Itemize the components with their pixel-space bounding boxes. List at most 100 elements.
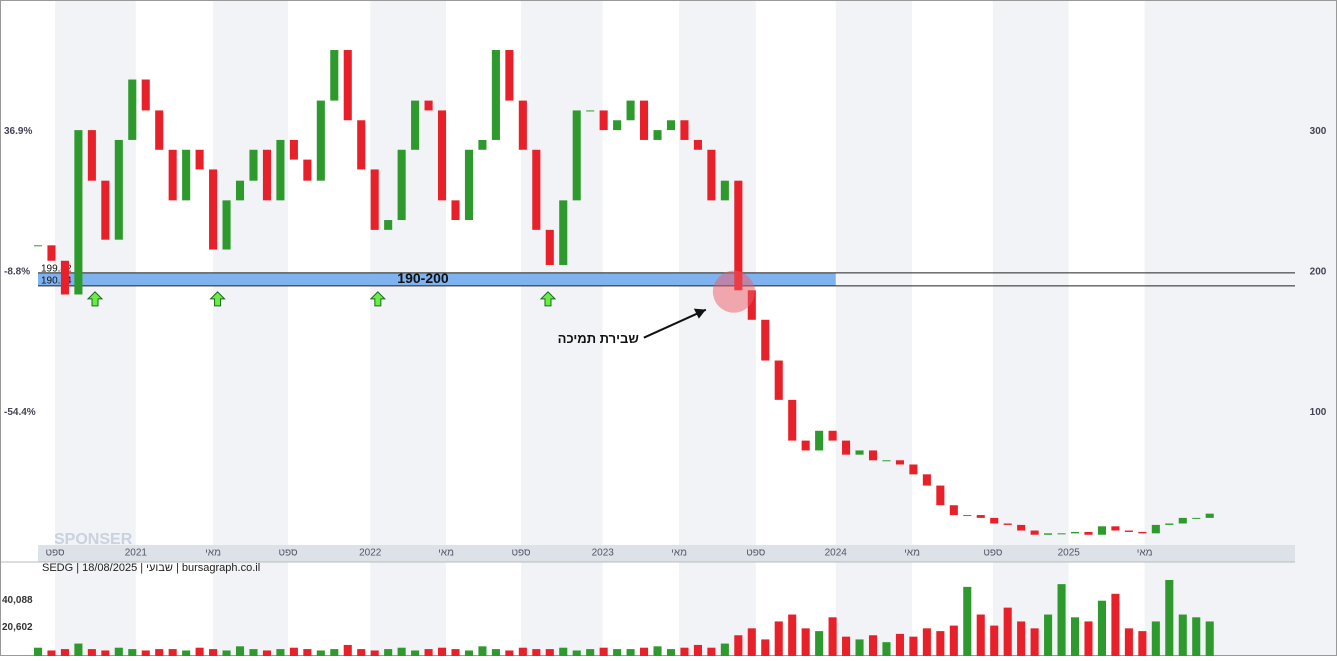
x-tick-label: מאי	[904, 548, 920, 559]
volume-tick-label: 20,602	[2, 622, 33, 633]
arrow-head	[693, 308, 706, 319]
volume-bar	[815, 631, 824, 656]
support-arrow	[539, 291, 557, 307]
volume-bar	[60, 649, 69, 656]
volume-bar	[276, 649, 285, 656]
volume-bar	[1070, 617, 1080, 656]
x-tick-label: מאי	[1137, 548, 1153, 559]
candle	[532, 149, 541, 230]
volume-bar	[424, 649, 433, 656]
volume-bar	[855, 639, 864, 656]
volume-bar	[963, 586, 972, 656]
candle	[640, 100, 649, 140]
x-tick-label: 2023	[592, 548, 615, 559]
candle	[1057, 533, 1066, 535]
candle	[182, 149, 191, 201]
volume-bar	[1044, 614, 1053, 656]
volume-bar	[532, 649, 541, 656]
candle	[1151, 524, 1160, 534]
x-tick-label: מאי	[205, 548, 221, 559]
support-arrow	[86, 291, 104, 307]
zone-high-label: 199.42	[41, 263, 72, 274]
candle	[990, 517, 999, 524]
volume-bar	[693, 644, 702, 656]
volume-bar	[141, 650, 150, 656]
volume-bar	[747, 628, 756, 656]
candle	[842, 440, 851, 455]
candle	[666, 120, 676, 131]
candle	[128, 79, 137, 140]
candle	[451, 200, 460, 221]
candle	[343, 50, 352, 121]
candle	[734, 180, 743, 291]
candle	[397, 149, 406, 221]
candle	[909, 464, 918, 475]
candle	[209, 169, 218, 250]
watermark: SPONSER	[54, 531, 133, 548]
y-tick-label-left: 36.9%	[4, 126, 32, 137]
candle	[222, 200, 231, 250]
candle	[330, 50, 339, 101]
candle	[1124, 530, 1133, 532]
candle	[1084, 531, 1093, 535]
zone-label: 190-200	[397, 270, 449, 286]
candle	[87, 130, 96, 181]
volume-bar	[1084, 621, 1093, 656]
volume-bar	[909, 636, 918, 656]
candle	[707, 149, 716, 201]
candle	[357, 120, 366, 170]
x-tick-label: 2021	[125, 548, 148, 559]
volume-bar	[1030, 628, 1039, 656]
volume-bar	[87, 649, 96, 656]
annotation-arrow	[643, 308, 707, 339]
volume-bar	[478, 646, 487, 656]
volume-bar	[774, 621, 783, 656]
volume-bar	[801, 628, 810, 656]
candle	[599, 110, 608, 131]
volume-bar	[518, 647, 527, 656]
candle	[195, 149, 204, 170]
volume-tick-label: 40,088	[2, 595, 33, 606]
volume-bar	[734, 635, 743, 656]
candle	[101, 180, 110, 240]
candle	[276, 139, 285, 201]
candle	[424, 100, 433, 111]
candle	[262, 149, 271, 201]
volume-bar	[1111, 593, 1120, 656]
y-tick-label: 300	[1310, 126, 1327, 137]
volume-bar	[74, 643, 83, 656]
volume-bar	[1151, 621, 1160, 656]
volume-bar	[128, 649, 137, 656]
candle	[384, 220, 393, 230]
zone-low-label: 190.14	[41, 276, 72, 287]
volume-bar	[990, 625, 999, 656]
right-axis-bg	[1295, 1, 1336, 655]
candle	[949, 505, 958, 516]
candle	[518, 100, 527, 150]
candle	[289, 139, 298, 160]
volume-bar	[182, 650, 191, 656]
volume-bar	[1178, 614, 1187, 656]
support-zone	[38, 272, 836, 286]
candle	[1044, 533, 1053, 535]
candle	[1070, 531, 1080, 534]
volume-bar	[720, 643, 729, 656]
candle	[801, 440, 810, 451]
volume-bar	[33, 647, 43, 656]
candle	[882, 460, 891, 462]
volume-bar	[949, 625, 958, 656]
volume-bar	[976, 614, 985, 656]
candle	[1178, 517, 1187, 524]
volume-bar	[1165, 579, 1174, 656]
volume-bar	[936, 631, 945, 656]
candle	[828, 430, 837, 441]
volume-bar	[464, 650, 474, 656]
candle	[437, 110, 447, 201]
annotation-label: שבירת תמיכה	[558, 331, 639, 346]
volume-bar	[222, 650, 231, 656]
volume-bar	[895, 633, 904, 656]
x-tick-label: ספט	[279, 548, 299, 559]
candle	[572, 110, 581, 201]
volume-bar	[828, 617, 837, 656]
x-tick-label: ספט	[512, 548, 532, 559]
